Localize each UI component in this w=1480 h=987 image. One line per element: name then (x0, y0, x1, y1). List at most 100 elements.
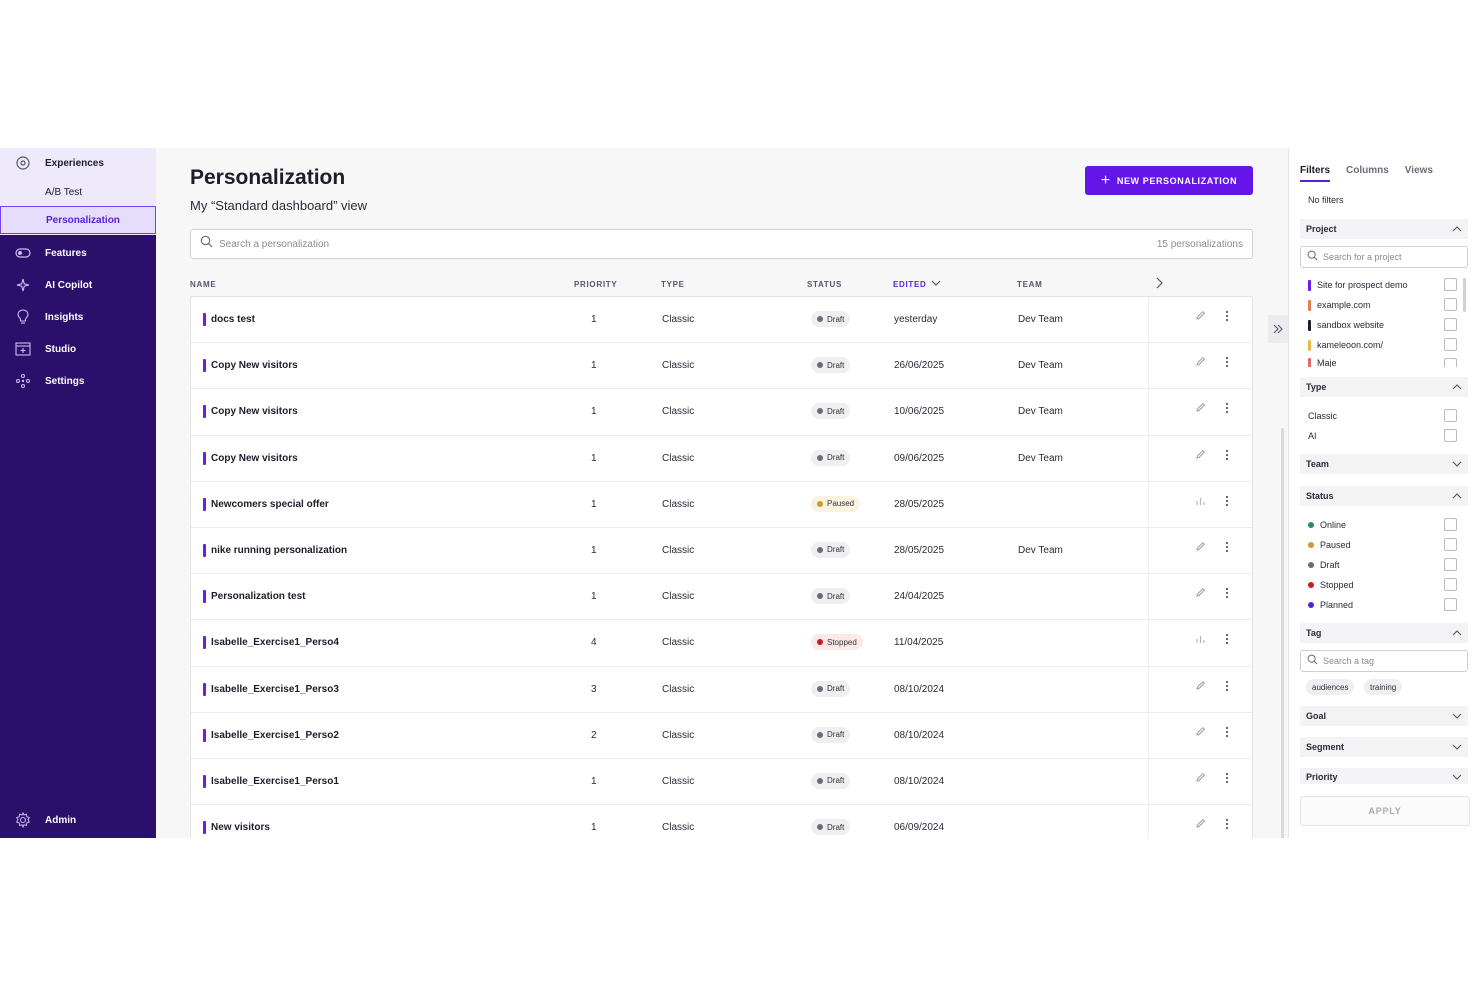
collapse-panel-button[interactable] (1268, 315, 1288, 343)
filter-section-tag[interactable]: Tag (1300, 623, 1468, 643)
main-scrollbar[interactable] (1281, 428, 1284, 838)
tag-search (1300, 650, 1468, 672)
more-options-icon[interactable] (1225, 726, 1229, 741)
lightbulb-icon (15, 309, 31, 325)
row-name[interactable]: Isabelle_Exercise1_Perso3 (203, 682, 339, 696)
column-header-type[interactable]: TYPE (661, 280, 685, 289)
sidebar-item-admin[interactable]: Admin (0, 804, 156, 836)
status-checkbox[interactable] (1444, 598, 1457, 611)
table-row[interactable]: Isabelle_Exercise1_Perso3 3 Classic Draft 08… (191, 667, 1252, 713)
tab-views[interactable]: Views (1404, 165, 1433, 176)
sidebar-item-ab-test[interactable]: A/B Test (45, 186, 83, 198)
row-name[interactable]: docs test (203, 313, 255, 326)
status-checkbox[interactable] (1444, 578, 1457, 591)
edit-icon[interactable] (1195, 356, 1206, 370)
row-name[interactable]: Copy New visitors (203, 359, 298, 373)
column-header-name[interactable]: NAME (190, 280, 217, 289)
row-name[interactable]: New visitors (203, 821, 270, 835)
bar-chart-icon[interactable] (1195, 495, 1206, 509)
tag-chip-training[interactable]: training (1364, 679, 1403, 695)
row-name[interactable]: Isabelle_Exercise1_Perso2 (203, 728, 339, 742)
more-options-icon[interactable] (1225, 495, 1229, 510)
edit-icon[interactable] (1195, 541, 1206, 555)
filter-section-goal[interactable]: Goal (1300, 706, 1468, 726)
row-name[interactable]: Personalization test (203, 590, 305, 604)
scroll-columns-right-icon[interactable] (1155, 277, 1163, 291)
row-name[interactable]: Isabelle_Exercise1_Perso1 (203, 774, 339, 788)
filter-section-project[interactable]: Project (1300, 219, 1468, 239)
filter-section-segment[interactable]: Segment (1300, 737, 1468, 757)
edit-icon[interactable] (1195, 772, 1206, 786)
row-name[interactable]: Copy New visitors (203, 451, 298, 465)
edit-icon[interactable] (1195, 449, 1206, 463)
sort-chevron-down-icon[interactable] (931, 279, 941, 289)
edit-icon[interactable] (1195, 402, 1206, 416)
more-options-icon[interactable] (1225, 587, 1229, 602)
table-row[interactable]: Copy New visitors 1 Classic Draft 10/06/2025… (191, 389, 1252, 436)
table-row[interactable]: Isabelle_Exercise1_Perso1 1 Classic Draft 08… (191, 759, 1252, 806)
table-row[interactable]: Isabelle_Exercise1_Perso2 2 Classic Draft 08… (191, 713, 1252, 759)
type-ai-checkbox[interactable] (1444, 429, 1457, 442)
more-options-icon[interactable] (1225, 402, 1229, 417)
status-checkbox[interactable] (1444, 538, 1457, 551)
filter-section-type[interactable]: Type (1300, 377, 1468, 397)
filter-section-priority[interactable]: Priority (1300, 768, 1468, 784)
column-header-priority[interactable]: PRIORITY (574, 280, 618, 289)
column-header-team[interactable]: TEAM (1017, 280, 1043, 289)
more-options-icon[interactable] (1225, 310, 1229, 325)
status-checkbox[interactable] (1444, 518, 1457, 531)
more-options-icon[interactable] (1225, 449, 1229, 464)
table-row[interactable]: docs test 1 Classic Draft yesterday Dev Team (191, 297, 1252, 344)
sidebar-item-studio[interactable]: Studio (0, 333, 156, 365)
sidebar-item-insights[interactable]: Insights (0, 301, 156, 333)
filter-section-team[interactable]: Team (1300, 454, 1468, 474)
row-name[interactable]: Copy New visitors (203, 405, 298, 419)
project-checkbox[interactable] (1444, 318, 1457, 331)
project-list-scrollbar[interactable] (1463, 278, 1466, 312)
edit-icon[interactable] (1195, 726, 1206, 740)
tag-search-input[interactable] (1323, 656, 1461, 666)
project-checkbox[interactable] (1444, 298, 1457, 311)
sidebar-item-features[interactable]: Features (0, 237, 156, 269)
project-checkbox[interactable] (1444, 278, 1457, 291)
project-checkbox[interactable] (1444, 358, 1457, 367)
table-row[interactable]: Isabelle_Exercise1_Perso4 4 Classic Stopped… (191, 620, 1252, 667)
project-search-input[interactable] (1323, 252, 1461, 262)
more-options-icon[interactable] (1225, 818, 1229, 833)
table-row[interactable]: New visitors 1 Classic Draft 06/09/2024 (191, 805, 1252, 838)
apply-button[interactable]: APPLY (1300, 796, 1470, 826)
edit-icon[interactable] (1195, 680, 1206, 694)
tab-filters[interactable]: Filters (1300, 165, 1331, 182)
new-personalization-button[interactable]: + NEW PERSONALIZATION (1085, 166, 1253, 195)
more-options-icon[interactable] (1225, 680, 1229, 695)
sidebar-item-settings[interactable]: Settings (0, 365, 156, 397)
table-row[interactable]: Newcomers special offer 1 Classic Paused 28/… (191, 482, 1252, 528)
tag-chip-audiences[interactable]: audiences (1306, 679, 1355, 695)
filter-section-status[interactable]: Status (1300, 486, 1468, 506)
table-row[interactable]: nike running personalization 1 Classic Draf… (191, 528, 1252, 575)
sidebar-item-experiences[interactable]: Experiences (0, 148, 156, 178)
column-header-status[interactable]: STATUS (807, 280, 843, 289)
more-options-icon[interactable] (1225, 356, 1229, 371)
search-input[interactable] (219, 238, 1157, 250)
more-options-icon[interactable] (1225, 541, 1229, 556)
status-checkbox[interactable] (1444, 558, 1457, 571)
table-row[interactable]: Copy New visitors 1 Classic Draft 26/06/2025… (191, 343, 1252, 390)
column-header-edited[interactable]: EDITED (893, 280, 927, 289)
edit-icon[interactable] (1195, 310, 1206, 324)
row-name[interactable]: nike running personalization (203, 543, 347, 557)
project-checkbox[interactable] (1444, 338, 1457, 351)
more-options-icon[interactable] (1225, 772, 1229, 787)
bar-chart-icon[interactable] (1195, 633, 1206, 647)
table-row[interactable]: Copy New visitors 1 Classic Draft 09/06/2025… (191, 436, 1252, 482)
edit-icon[interactable] (1195, 818, 1206, 832)
tab-columns[interactable]: Columns (1346, 165, 1389, 176)
row-name[interactable]: Isabelle_Exercise1_Perso4 (203, 636, 339, 650)
row-name[interactable]: Newcomers special offer (203, 497, 329, 511)
more-options-icon[interactable] (1225, 633, 1229, 648)
type-classic-checkbox[interactable] (1444, 409, 1457, 422)
table-row[interactable]: Personalization test 1 Classic Draft 24/04/2… (191, 574, 1252, 621)
edit-icon[interactable] (1195, 587, 1206, 601)
sidebar-item-personalization[interactable]: Personalization (0, 206, 156, 234)
sidebar-item-ai-copilot[interactable]: AI Copilot (0, 269, 156, 301)
